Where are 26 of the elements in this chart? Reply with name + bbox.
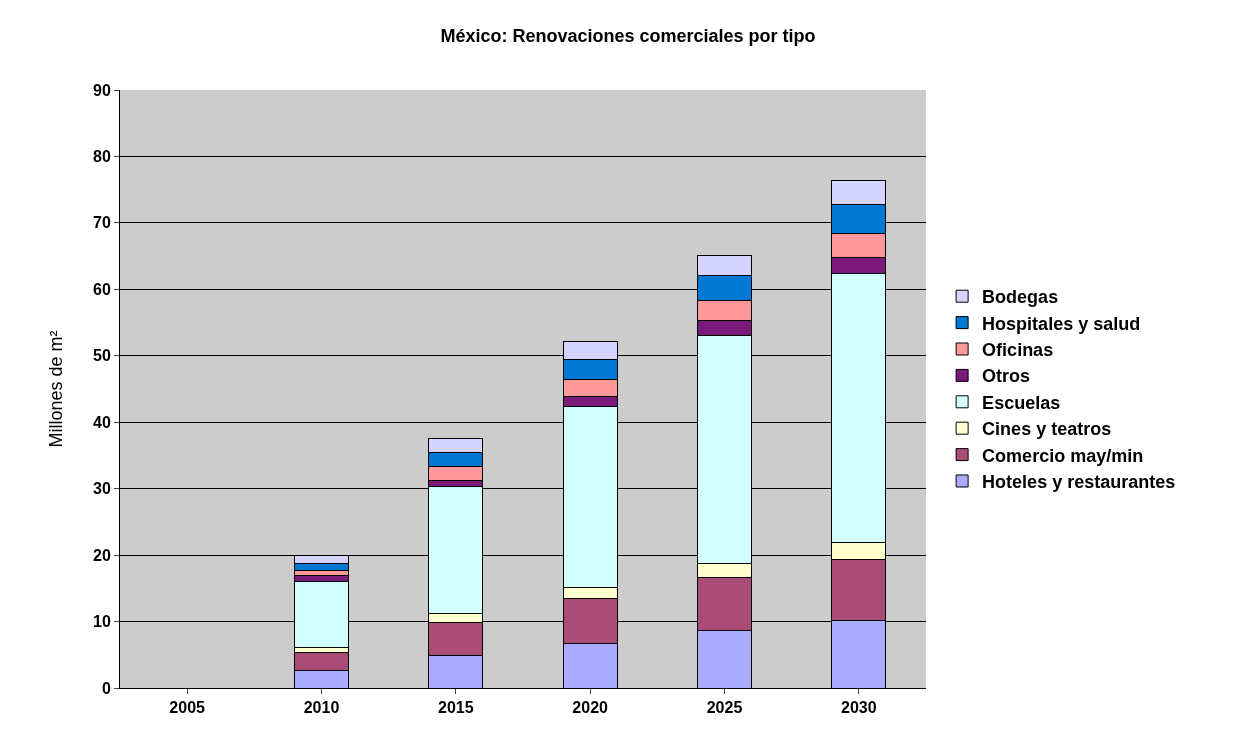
chart-title: México: Renovaciones comerciales por tipo <box>440 26 816 47</box>
legend-label: Otros <box>982 366 1031 387</box>
y-tick-label: 90 <box>93 81 111 99</box>
y-tick-label: 70 <box>93 214 111 232</box>
legend-label: Comercio may/min <box>982 445 1144 466</box>
y-tick-label: 60 <box>93 280 111 298</box>
y-tick-label: 0 <box>101 679 111 697</box>
y-tick-label: 20 <box>93 546 111 564</box>
x-tick-label: 2010 <box>303 699 340 717</box>
legend-label: Cines y teatros <box>982 419 1112 440</box>
legend-label: Bodegas <box>982 287 1059 308</box>
legend-label: Oficinas <box>982 340 1054 361</box>
legend-label: Escuelas <box>982 392 1061 413</box>
x-tick-label: 2005 <box>169 699 206 717</box>
y-tick-label: 80 <box>93 148 111 166</box>
legend-label: Hospitales y salud <box>982 313 1141 334</box>
y-axis-title: Millones de m² <box>46 330 67 448</box>
y-tick-label: 50 <box>93 347 111 365</box>
y-tick-label: 30 <box>93 480 111 498</box>
y-tick-label: 40 <box>93 413 111 431</box>
x-tick-label: 2025 <box>706 699 743 717</box>
x-tick-label: 2020 <box>572 699 609 717</box>
x-tick-label: 2015 <box>438 699 474 717</box>
x-tick-label: 2030 <box>841 699 877 717</box>
y-tick-label: 10 <box>93 613 111 631</box>
legend-label: Hoteles y restaurantes <box>982 472 1176 493</box>
